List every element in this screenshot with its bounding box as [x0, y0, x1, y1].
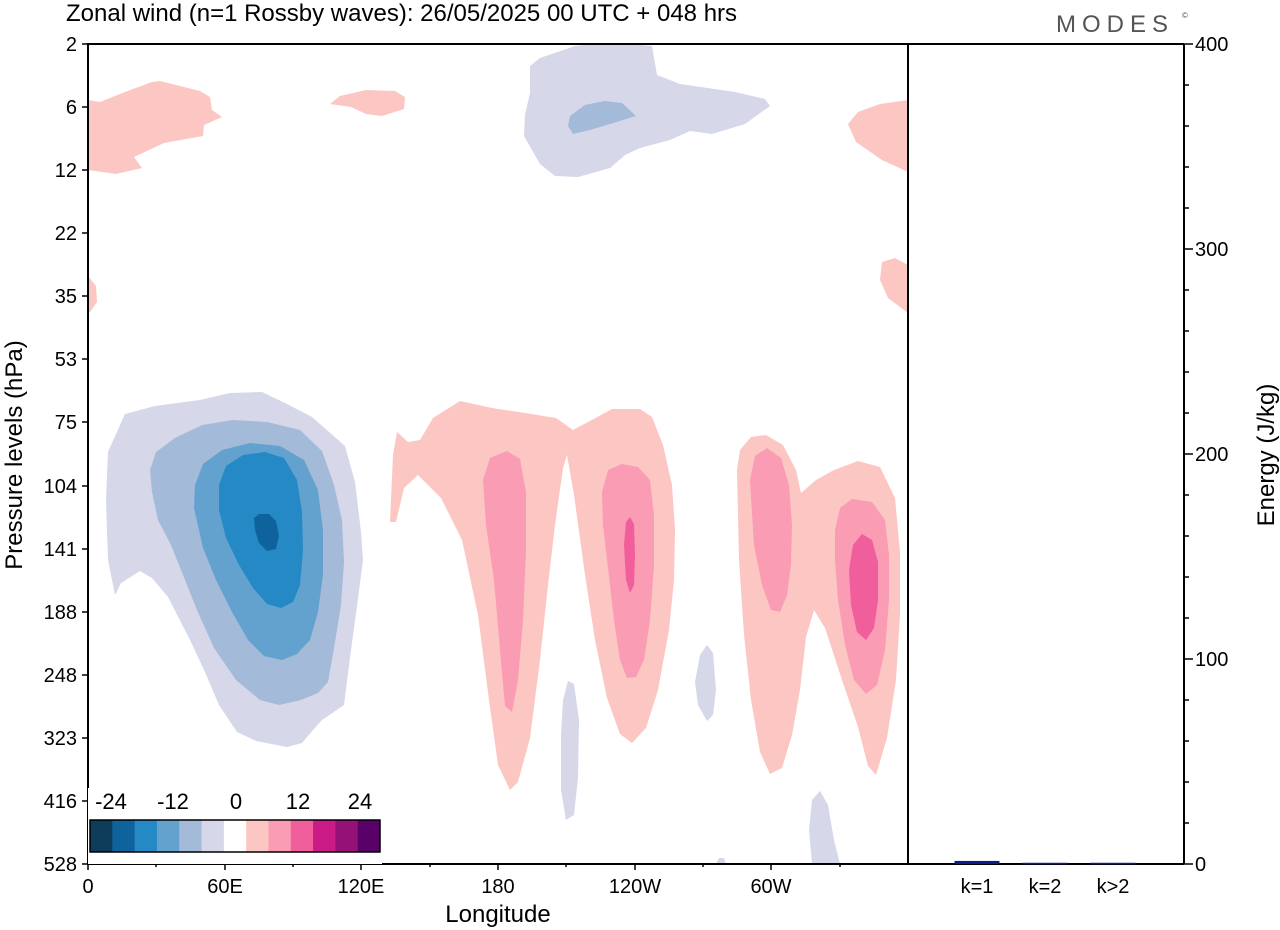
x-tick-label: 120E	[338, 876, 385, 898]
energy-tick-label: 0	[1195, 854, 1206, 876]
contour-pos-4	[330, 90, 405, 116]
y-tick-label: 416	[44, 791, 77, 813]
energy-panel: 0 100 200 300 400 k=1 k=2 k>2 Energy (J/…	[908, 34, 1280, 898]
colorbar-frame	[89, 819, 381, 853]
y-tick-label: 323	[44, 728, 77, 750]
y-tick-label: 35	[55, 286, 77, 308]
contour-pos-4	[880, 258, 908, 313]
y-tick-label: 6	[66, 97, 77, 119]
contour-pos-4	[88, 81, 222, 174]
colorbar-label: 24	[348, 789, 372, 814]
energy-axis-label: Energy (J/kg)	[1253, 384, 1280, 527]
colorbar-cell	[335, 820, 359, 852]
x-tick-label: 0	[82, 876, 93, 898]
y-tick-label: 104	[44, 476, 77, 498]
colorbar-cell	[90, 820, 113, 852]
brand-logo: MODES	[1056, 11, 1174, 38]
y-tick-label: 2	[66, 34, 77, 56]
energy-category-label: k=1	[961, 876, 994, 898]
contour-neg-4	[524, 44, 770, 177]
colorbar: -24 -12 0 12 24	[88, 788, 382, 864]
colorbar-cell	[290, 820, 314, 852]
contour-field	[88, 44, 908, 864]
colorbar-label: -24	[95, 789, 127, 814]
colorbar-cell	[223, 820, 247, 852]
energy-bar	[954, 860, 1000, 864]
colorbar-cell	[268, 820, 292, 852]
energy-tick-label: 200	[1195, 444, 1228, 466]
energy-category-label: k>2	[1097, 876, 1130, 898]
colorbar-label: 0	[230, 789, 242, 814]
energy-tick-label: 100	[1195, 649, 1228, 671]
brand-mark: ©	[1182, 11, 1188, 20]
contour-neg-8	[568, 101, 636, 134]
y-tick-label: 53	[55, 349, 77, 371]
contour-neg-4	[695, 645, 716, 721]
energy-tick-label: 400	[1195, 34, 1228, 56]
contour-pos-12	[624, 517, 635, 593]
contour-neg-20	[254, 514, 279, 551]
energy-category-label: k=2	[1029, 876, 1062, 898]
contour-pos-4	[848, 100, 908, 172]
colorbar-label: -12	[157, 789, 189, 814]
y-tick-label: 188	[44, 602, 77, 624]
contour-pos-8	[750, 448, 792, 612]
colorbar-cell	[134, 820, 158, 852]
y-axis: 2 6 12 22 35 53 75 104 141 188 248 323 4…	[44, 34, 88, 876]
y-tick-label: 141	[44, 539, 77, 561]
contour-neg-4	[809, 791, 840, 864]
x-tick-label: 120W	[609, 876, 661, 898]
y-tick-label: 75	[55, 412, 77, 434]
chart-title: Zonal wind (n=1 Rossby waves): 26/05/202…	[66, 0, 737, 27]
colorbar-cell	[112, 820, 136, 852]
colorbar-cell	[313, 820, 336, 852]
x-axis: 0 60E 120E 180 120W 60W	[82, 864, 841, 898]
colorbar-cell	[156, 820, 180, 852]
y-axis-label: Pressure levels (hPa)	[1, 340, 28, 569]
energy-tick-label: 300	[1195, 239, 1228, 261]
contour-neg-4	[716, 858, 726, 864]
y-tick-label: 248	[44, 665, 77, 687]
x-tick-label: 60W	[750, 876, 791, 898]
colorbar-label: 12	[286, 789, 310, 814]
contour-pos-4	[88, 276, 97, 312]
y-tick-label: 528	[44, 854, 77, 876]
x-tick-label: 60E	[207, 876, 243, 898]
y-tick-label: 12	[55, 160, 77, 182]
colorbar-cell	[357, 820, 381, 852]
energy-bar	[1022, 862, 1068, 865]
x-axis-label: Longitude	[445, 901, 550, 928]
energy-bar	[1090, 862, 1136, 865]
contour-neg-4	[561, 681, 579, 820]
y-tick-label: 22	[55, 223, 77, 245]
x-tick-label: 180	[481, 876, 514, 898]
colorbar-cell	[201, 820, 225, 852]
contour-pos-8	[483, 451, 526, 712]
colorbar-cell	[246, 820, 269, 852]
contour-pos-12	[849, 534, 878, 640]
colorbar-cell	[179, 820, 203, 852]
